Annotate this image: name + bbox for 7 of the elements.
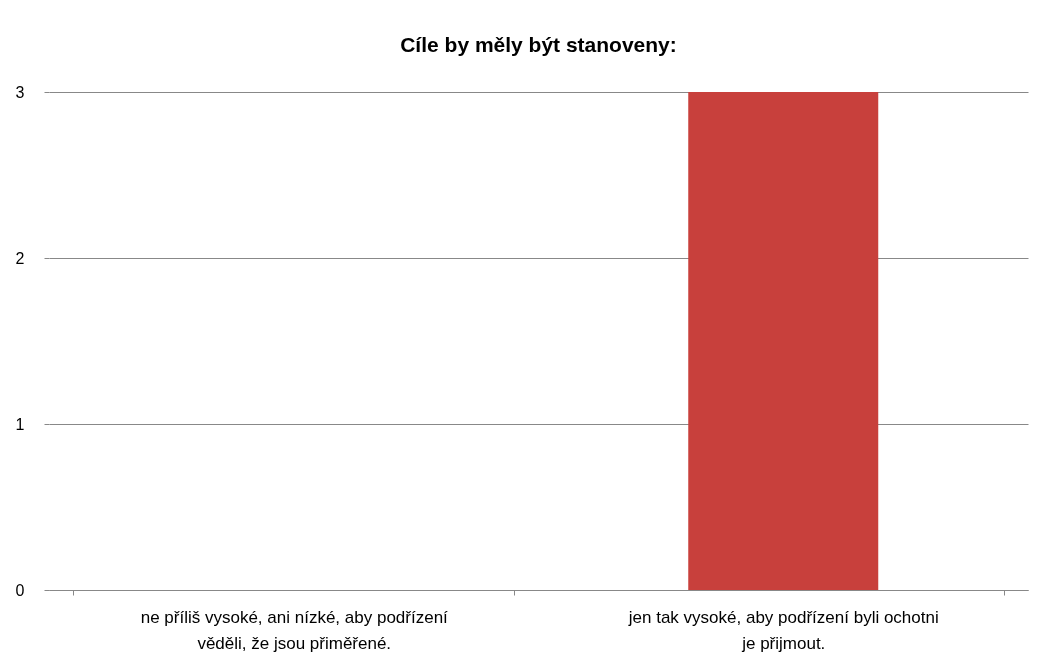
y-tick-label: 3 bbox=[15, 83, 25, 101]
y-tick-label: 0 bbox=[15, 581, 25, 599]
y-tick-label: 1 bbox=[15, 415, 25, 433]
y-tick-label: 2 bbox=[15, 249, 25, 267]
x-tick-label: jen tak vysoké, aby podřízení byli ochotni je přijmout. bbox=[627, 607, 939, 653]
x-tick-label: ne příliš vysoké, ani nízké, aby podřízení věděli, že jsou přiměřené. bbox=[140, 607, 449, 653]
chart-title: Cíle by měly být stanoveny: bbox=[400, 33, 677, 56]
